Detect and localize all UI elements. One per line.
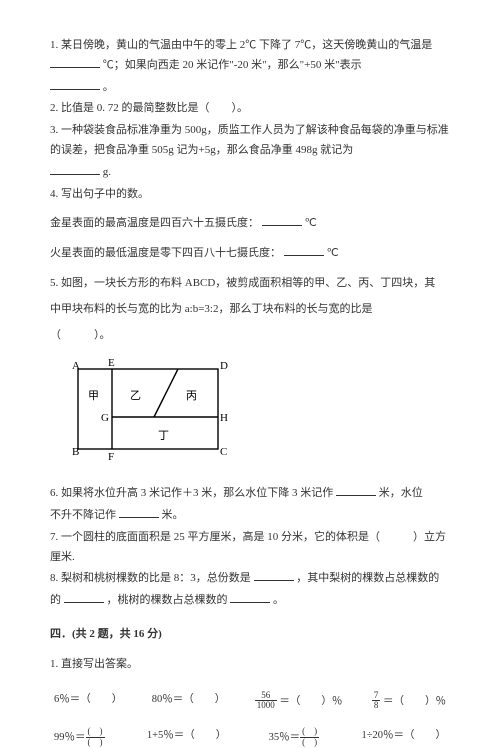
q3-text-b: g. xyxy=(103,166,111,178)
question-1: 1. 某日傍晚，黄山的气温由中午的零上 2℃ 下降了 7℃，这天傍晚黄山的气温是… xyxy=(50,36,450,76)
q4-title: 4. 写出句子中的数。 xyxy=(50,188,149,200)
label-C: C xyxy=(220,446,227,458)
q6-blank-2[interactable] xyxy=(119,506,159,518)
calc-r2c3-t: 35％＝ xyxy=(269,732,301,743)
frac-7-8: 7 8 xyxy=(372,691,381,712)
q4-blank-1[interactable] xyxy=(262,214,302,226)
label-F: F xyxy=(108,451,114,462)
calc-r2c4: 1÷20％＝（ ） xyxy=(361,727,446,748)
calc-r1c2: 80％＝（ ） xyxy=(152,691,226,712)
question-6-line2: 不升不降记作 米。 xyxy=(50,506,450,526)
question-7: 7. 一个圆柱的底面面积是 25 平方厘米，高是 10 分米，它的体积是（ ）立… xyxy=(50,528,450,568)
s4-q1: 1. 直接写出答案。 xyxy=(50,655,450,675)
calc-row-2: 99％＝( )( ) 1+5％＝（ ） 35％＝( )( ) 1÷20％＝（ ） xyxy=(50,727,450,748)
q6-blank-1[interactable] xyxy=(336,484,376,496)
q1-text-a: 1. 某日傍晚，黄山的气温由中午的零上 2℃ 下降了 7℃，这天傍晚黄山的气温是 xyxy=(50,39,432,51)
q6-c: 不升不降记作 xyxy=(50,509,116,521)
question-4-line2: 火星表面的最低温度是零下四百八十七摄氏度： ℃ xyxy=(50,244,450,264)
q8-blank-1[interactable] xyxy=(254,569,294,581)
label-B: B xyxy=(72,446,79,458)
calc-r1c4: 7 8 ＝（ ）％ xyxy=(372,691,446,712)
frac-56-1000: 56 1000 xyxy=(255,691,277,712)
q8-blank-3[interactable] xyxy=(230,591,270,603)
q5-text-c: （ ）。 xyxy=(50,329,111,341)
calc-r2c3: 35％＝( )( ) xyxy=(269,727,320,748)
label-ding: 丁 xyxy=(158,430,169,442)
q1-blank-1[interactable] xyxy=(50,56,100,68)
section-4-text: 四．(共 2 题，共 16 分) xyxy=(50,628,162,640)
q4-unit-2: ℃ xyxy=(327,247,339,259)
q6-d: 米。 xyxy=(162,509,184,521)
frac-den: 1000 xyxy=(255,701,277,711)
q8-c: ，桃树的棵数占总棵数的 xyxy=(107,594,228,606)
calc-r1c3-a: ＝（ ）％ xyxy=(279,695,342,706)
q4-unit-1: ℃ xyxy=(305,217,317,229)
label-D: D xyxy=(220,360,228,372)
q6-b: 米，水位 xyxy=(379,487,423,499)
question-5-a: 5. 如图，一块长方形的布料 ABCD，被剪成面积相等的甲、乙、丙、丁四块，其 xyxy=(50,274,450,294)
calc-r1c1: 6％＝（ ） xyxy=(54,691,122,712)
q8-blank-2[interactable] xyxy=(64,591,104,603)
question-5-b: 中甲块布料的长与宽的比为 a:b=3:2，那么丁块布料的长与宽的比是 xyxy=(50,300,450,320)
q1-text-b: ℃；如果向西走 20 米记作"-20 米"，那么"+50 米"表示 xyxy=(103,59,362,71)
q8-d: 。 xyxy=(273,594,284,606)
calc-row-1: 6％＝（ ） 80％＝（ ） 56 1000 ＝（ ）％ 7 8 ＝（ ）％ xyxy=(50,691,450,712)
q8-b: ，其中梨树的棵数占总棵数的 xyxy=(296,572,439,584)
question-8: 8. 梨树和桃树棵数的比是 8：3，总份数是 ，其中梨树的棵数占总棵数的 xyxy=(50,569,450,589)
q3-blank[interactable] xyxy=(50,163,100,175)
frac-blank-2[interactable]: ( )( ) xyxy=(300,727,319,748)
q8-a: 8. 梨树和桃树棵数的比是 8：3，总份数是 xyxy=(50,572,251,584)
q5-text-b: 中甲块布料的长与宽的比为 a:b=3:2，那么丁块布料的长与宽的比是 xyxy=(50,303,372,315)
calc-r1c3: 56 1000 ＝（ ）％ xyxy=(255,691,343,712)
q4-l1a: 金星表面的最高温度是四百六十五摄氏度： xyxy=(50,217,259,229)
q4-blank-2[interactable] xyxy=(284,244,324,256)
label-E: E xyxy=(108,357,115,369)
q1-blank-2[interactable] xyxy=(50,78,100,90)
question-2: 2. 比值是 0. 72 的最简整数比是（ ）。 xyxy=(50,99,450,119)
question-4-title: 4. 写出句子中的数。 xyxy=(50,185,450,205)
label-jia: 甲 xyxy=(88,390,99,402)
q3-text-a: 3. 一种袋装食品标准净重为 500g，质监工作人员为了解该种食品每袋的净重与标… xyxy=(50,124,449,156)
frac-blank-1[interactable]: ( )( ) xyxy=(86,727,105,748)
question-1-line2: 。 xyxy=(50,78,450,98)
s4-q1-text: 1. 直接写出答案。 xyxy=(50,658,138,670)
question-3: 3. 一种袋装食品标准净重为 500g，质监工作人员为了解该种食品每袋的净重与标… xyxy=(50,121,450,161)
q2-text: 2. 比值是 0. 72 的最简整数比是（ ）。 xyxy=(50,102,248,114)
q5-text-a: 5. 如图，一块长方形的布料 ABCD，被剪成面积相等的甲、乙、丙、丁四块，其 xyxy=(50,277,435,289)
label-G: G xyxy=(101,412,109,424)
rectangle-diagram: A E D B C G H F 甲 乙 丙 丁 xyxy=(68,357,228,462)
q5-diagram: A E D B C G H F 甲 乙 丙 丁 xyxy=(68,357,450,470)
question-6: 6. 如果将水位升高 3 米记作＋3 米，那么水位下降 3 米记作 米，水位 xyxy=(50,484,450,504)
q7-text: 7. 一个圆柱的底面面积是 25 平方厘米，高是 10 分米，它的体积是（ ）立… xyxy=(50,531,446,563)
calc-r2c2: 1+5％＝（ ） xyxy=(147,727,226,748)
label-yi: 乙 xyxy=(130,389,141,402)
label-H: H xyxy=(220,412,228,424)
calc-r1c4-a: ＝（ ）％ xyxy=(383,695,446,706)
section-4-title: 四．(共 2 题，共 16 分) xyxy=(50,625,450,645)
question-8-line2: 的 ，桃树的棵数占总棵数的 。 xyxy=(50,591,450,611)
q1-text-c: 。 xyxy=(103,81,114,93)
q6-a: 6. 如果将水位升高 3 米记作＋3 米，那么水位下降 3 米记作 xyxy=(50,487,333,499)
q8-b2: 的 xyxy=(50,594,61,606)
label-bing: 丙 xyxy=(186,390,197,402)
calc-r2c1-t: 99％＝ xyxy=(54,732,86,743)
question-4-line1: 金星表面的最高温度是四百六十五摄氏度： ℃ xyxy=(50,214,450,234)
question-5-c: （ ）。 xyxy=(50,326,450,346)
frac-den-2: 8 xyxy=(372,701,381,711)
label-A: A xyxy=(72,360,80,372)
calc-r2c1: 99％＝( )( ) xyxy=(54,727,105,748)
q4-l2a: 火星表面的最低温度是零下四百八十七摄氏度： xyxy=(50,247,281,259)
question-3-line2: g. xyxy=(50,163,450,183)
